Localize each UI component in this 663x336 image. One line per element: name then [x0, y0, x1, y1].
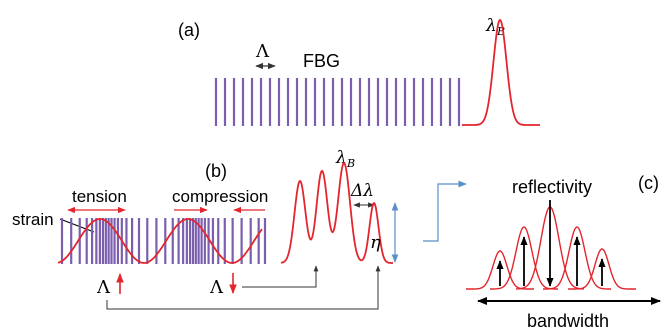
period-label-a: Λ	[255, 41, 270, 62]
tension-label: tension	[72, 187, 127, 206]
reflectivity-peak	[543, 226, 611, 290]
bragg-label-b: λ B	[335, 148, 355, 170]
reflection-spectrum-b	[280, 161, 393, 264]
reflection-spectrum-a	[462, 18, 540, 126]
svg-text:λ: λ	[485, 16, 497, 36]
reflectivity-peak	[568, 248, 636, 290]
bragg-label-a: λ B	[485, 16, 505, 38]
strain-wave	[57, 218, 263, 264]
svg-text:λ: λ	[335, 148, 347, 168]
chirped-grating	[60, 218, 267, 264]
bandwidth-label: bandwidth	[527, 311, 609, 331]
reflectivity-label: reflectivity	[512, 177, 592, 197]
reflectivity-spectra	[466, 206, 636, 290]
reflectivity-peak	[490, 226, 558, 290]
connector-to-c	[423, 180, 467, 242]
connector-long-period	[106, 265, 381, 310]
panel-b-label: (b)	[205, 161, 227, 181]
eta-label: η	[370, 232, 381, 253]
panel-a-label: (a)	[178, 20, 200, 40]
svg-text:B: B	[346, 157, 355, 170]
reflectivity-arrows	[496, 200, 606, 287]
strain-pointer	[59, 218, 95, 233]
fbg-label: FBG	[303, 51, 340, 71]
delta-lambda-label: Δλ	[350, 181, 374, 201]
panel-c-label: (c)	[638, 173, 659, 193]
connector-short-period	[242, 265, 319, 288]
strain-label: strain	[12, 210, 54, 229]
uniform-grating	[214, 78, 461, 126]
compression-label: compression	[172, 187, 268, 206]
period-up-label: Λ	[96, 277, 111, 298]
svg-text:B: B	[496, 25, 505, 38]
period-down-label: Λ	[209, 277, 224, 298]
